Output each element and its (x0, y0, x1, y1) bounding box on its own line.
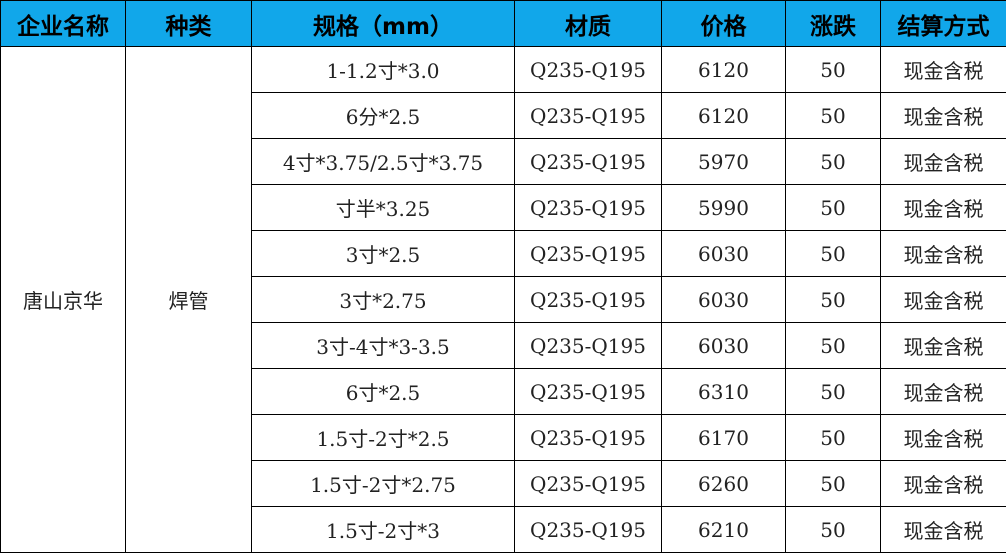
table-row: 1.5寸-2寸*2.5 Q235-Q195 6170 50 现金含税 (1, 414, 1006, 461)
material-cell: Q235-Q195 (514, 276, 662, 323)
price-cell: 6210 (661, 506, 786, 553)
price-cell: 6120 (661, 92, 786, 139)
table-row: 6寸*2.5 Q235-Q195 6310 50 现金含税 (1, 368, 1006, 415)
change-cell: 50 (785, 230, 881, 277)
settlement-cell: 现金含税 (880, 276, 1006, 323)
spec-cell: 3寸*2.75 (251, 276, 515, 323)
change-cell: 50 (785, 46, 881, 93)
table-row: 3寸*2.75 Q235-Q195 6030 50 现金含税 (1, 276, 1006, 323)
header-row: 企业名称 种类 规格（mm） 材质 价格 涨跌 结算方式 (0, 0, 1006, 47)
column-header: 种类 (125, 0, 252, 47)
material-cell: Q235-Q195 (514, 506, 662, 553)
price-cell: 6030 (661, 322, 786, 369)
category-cell: 焊管 (125, 46, 252, 553)
settlement-cell: 现金含税 (880, 92, 1006, 139)
spec-cell: 1-1.2寸*3.0 (251, 46, 515, 93)
price-cell: 6170 (661, 414, 786, 461)
price-cell: 6260 (661, 460, 786, 507)
price-cell: 6030 (661, 230, 786, 277)
material-cell: Q235-Q195 (514, 138, 662, 185)
table-body: 唐山京华 焊管 1-1.2寸*3.0 Q235-Q195 6120 50 现金含税 6分*2.… (0, 46, 1006, 553)
spec-cell: 3寸-4寸*3-3.5 (251, 322, 515, 369)
spec-cell: 6分*2.5 (251, 92, 515, 139)
settlement-cell: 现金含税 (880, 230, 1006, 277)
change-cell: 50 (785, 506, 881, 553)
table-row: 寸半*3.25 Q235-Q195 5990 50 现金含税 (1, 184, 1006, 231)
column-header: 涨跌 (785, 0, 881, 47)
settlement-cell: 现金含税 (880, 138, 1006, 185)
table-row: 3寸-4寸*3-3.5 Q235-Q195 6030 50 现金含税 (1, 322, 1006, 369)
table-row: 3寸*2.5 Q235-Q195 6030 50 现金含税 (1, 230, 1006, 277)
company-cell: 唐山京华 (0, 46, 126, 553)
material-cell: Q235-Q195 (514, 368, 662, 415)
change-cell: 50 (785, 460, 881, 507)
change-cell: 50 (785, 276, 881, 323)
settlement-cell: 现金含税 (880, 322, 1006, 369)
spec-cell: 1.5寸-2寸*2.5 (251, 414, 515, 461)
change-cell: 50 (785, 414, 881, 461)
settlement-cell: 现金含税 (880, 414, 1006, 461)
material-cell: Q235-Q195 (514, 92, 662, 139)
spec-cell: 1.5寸-2寸*3 (251, 506, 515, 553)
price-cell: 6120 (661, 46, 786, 93)
material-cell: Q235-Q195 (514, 230, 662, 277)
column-header: 企业名称 (0, 0, 126, 47)
column-header: 规格（mm） (251, 0, 515, 47)
change-cell: 50 (785, 322, 881, 369)
settlement-cell: 现金含税 (880, 368, 1006, 415)
material-cell: Q235-Q195 (514, 46, 662, 93)
table-row: 1.5寸-2寸*3 Q235-Q195 6210 50 现金含税 (1, 506, 1006, 553)
settlement-cell: 现金含税 (880, 46, 1006, 93)
change-cell: 50 (785, 138, 881, 185)
change-cell: 50 (785, 184, 881, 231)
table-row: 4寸*3.75/2.5寸*3.75 Q235-Q195 5970 50 现金含税 (1, 138, 1006, 185)
settlement-cell: 现金含税 (880, 184, 1006, 231)
price-cell: 6310 (661, 368, 786, 415)
price-cell: 5990 (661, 184, 786, 231)
column-header: 材质 (514, 0, 662, 47)
table-row: 1.5寸-2寸*2.75 Q235-Q195 6260 50 现金含税 (1, 460, 1006, 507)
column-header: 价格 (661, 0, 786, 47)
material-cell: Q235-Q195 (514, 460, 662, 507)
settlement-cell: 现金含税 (880, 460, 1006, 507)
material-cell: Q235-Q195 (514, 322, 662, 369)
price-cell: 6030 (661, 276, 786, 323)
material-cell: Q235-Q195 (514, 414, 662, 461)
material-cell: Q235-Q195 (514, 184, 662, 231)
spec-cell: 6寸*2.5 (251, 368, 515, 415)
spec-cell: 寸半*3.25 (251, 184, 515, 231)
spec-cell: 1.5寸-2寸*2.75 (251, 460, 515, 507)
table-row: 唐山京华 焊管 1-1.2寸*3.0 Q235-Q195 6120 50 现金含税 (0, 46, 1006, 553)
price-cell: 5970 (661, 138, 786, 185)
change-cell: 50 (785, 92, 881, 139)
column-header: 结算方式 (880, 0, 1006, 47)
spec-cell: 4寸*3.75/2.5寸*3.75 (251, 138, 515, 185)
change-cell: 50 (785, 368, 881, 415)
settlement-cell: 现金含税 (880, 506, 1006, 553)
spec-cell: 3寸*2.5 (251, 230, 515, 277)
